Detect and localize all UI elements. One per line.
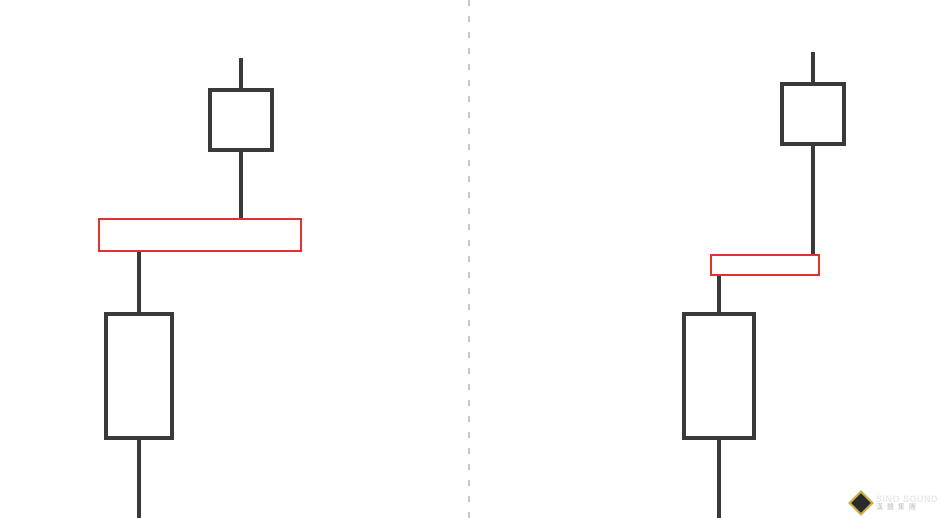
left-bottom-candle-upper-wick	[137, 252, 141, 312]
left-highlight-box	[98, 218, 302, 252]
left-bottom-candle-lower-wick	[137, 440, 141, 518]
watermark-logo: SiNO SOUND 漢 聲 集 團	[852, 494, 938, 512]
right-bottom-candle-body	[682, 312, 756, 440]
right-top-candle-upper-wick	[811, 52, 815, 82]
left-top-candle-upper-wick	[239, 58, 243, 88]
watermark-text: SiNO SOUND 漢 聲 集 團	[876, 495, 938, 511]
center-divider	[468, 0, 470, 518]
watermark-line2: 漢 聲 集 團	[876, 504, 938, 511]
left-bottom-candle-body	[104, 312, 174, 440]
left-top-candle-body	[208, 88, 274, 152]
right-top-candle-lower-wick	[811, 146, 815, 254]
diamond-icon	[848, 490, 873, 515]
right-top-candle-body	[780, 82, 846, 146]
diagram-canvas: SiNO SOUND 漢 聲 集 團	[0, 0, 941, 518]
right-bottom-candle-upper-wick	[717, 276, 721, 312]
right-highlight-box	[710, 254, 820, 276]
right-bottom-candle-lower-wick	[717, 440, 721, 518]
left-top-candle-lower-wick	[239, 152, 243, 218]
watermark-line1: SiNO SOUND	[876, 495, 938, 504]
